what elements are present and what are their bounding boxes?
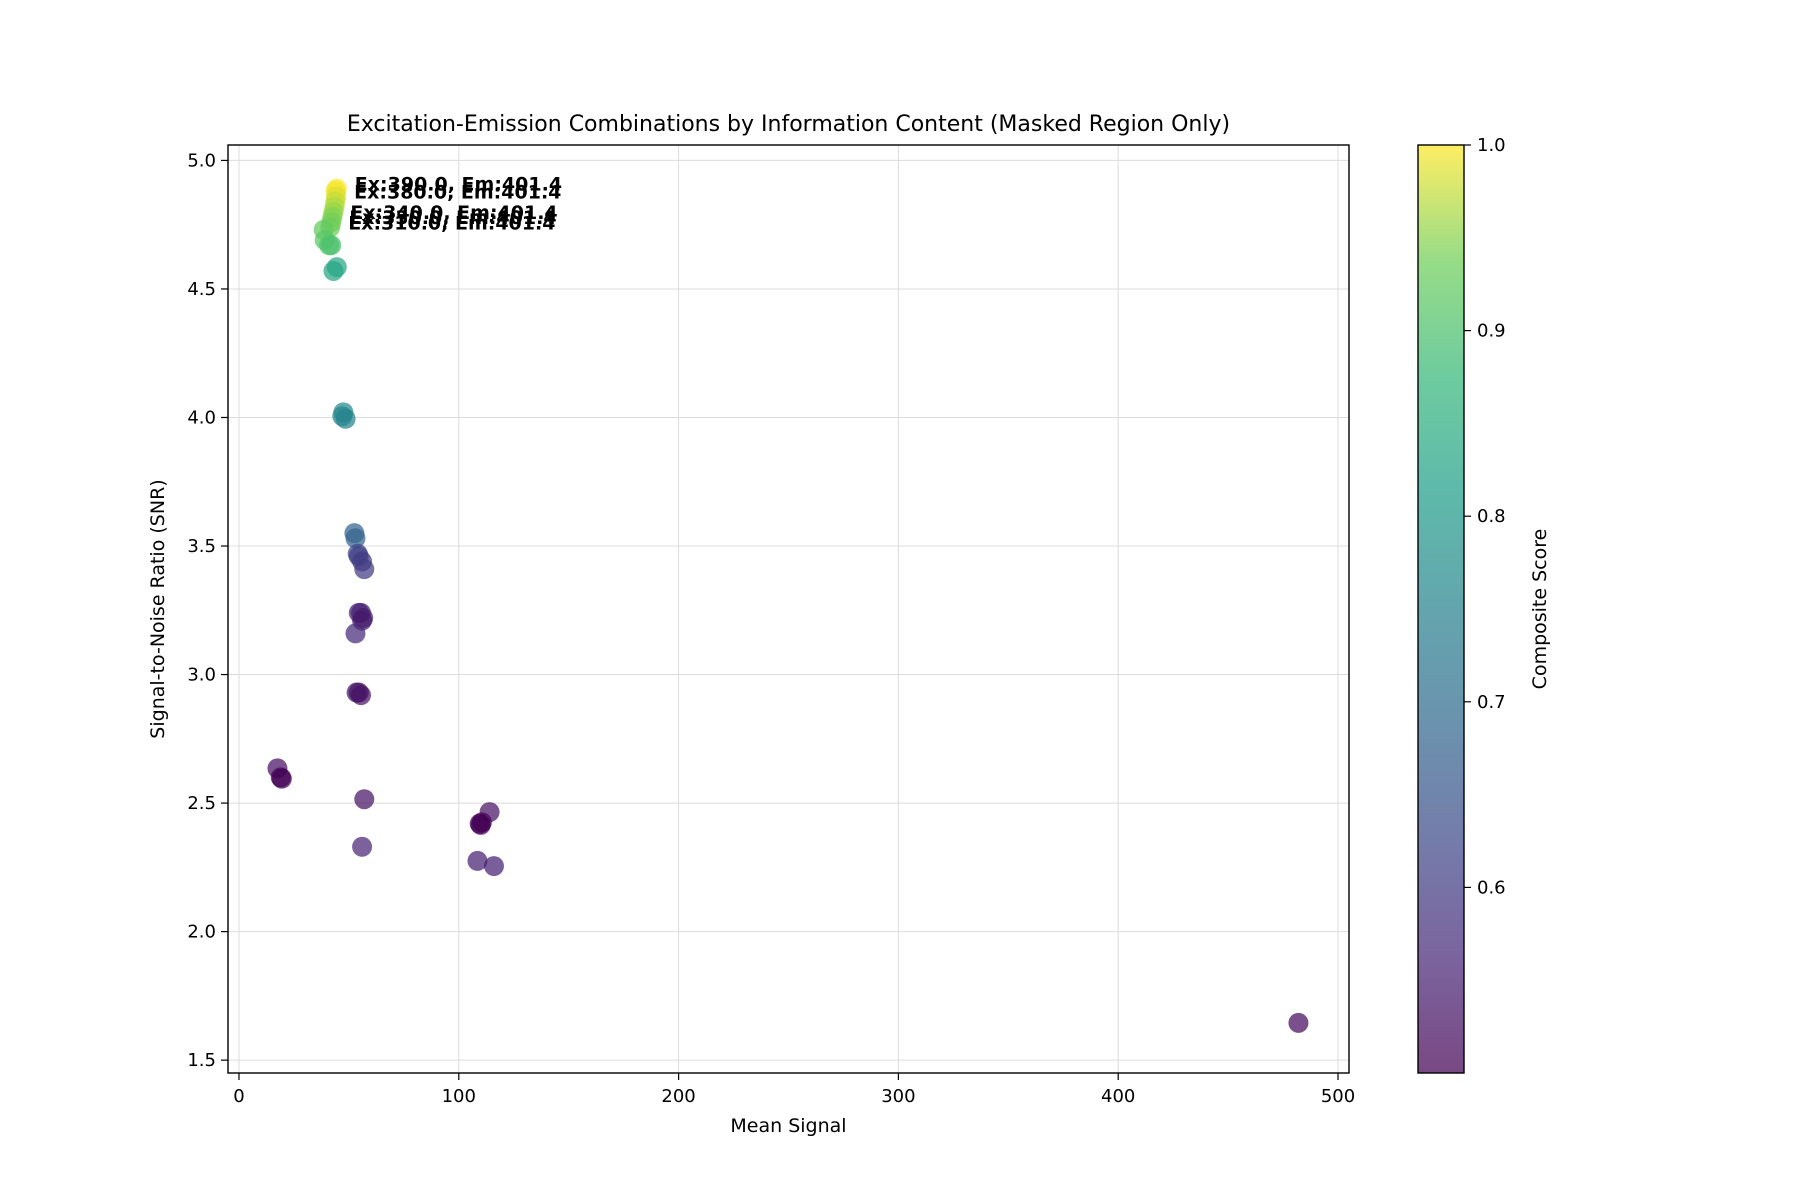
y-tick-label: 3.5 bbox=[187, 536, 216, 557]
x-tick-label: 0 bbox=[233, 1086, 244, 1107]
colorbar-tick-label: 0.8 bbox=[1477, 506, 1506, 527]
y-tick-label: 3.0 bbox=[187, 665, 216, 686]
colorbar-tick-label: 0.9 bbox=[1477, 321, 1506, 342]
scatter-point bbox=[345, 623, 366, 644]
data-points bbox=[267, 178, 1309, 1033]
scatter-point bbox=[1288, 1012, 1309, 1033]
point-annotation: Ex:310.0, Em:401.4 bbox=[348, 212, 555, 234]
point-annotation: Ex:390.0, Em:401.4 bbox=[355, 174, 562, 196]
scatter-point bbox=[335, 408, 356, 429]
colorbar-gradient bbox=[1418, 145, 1464, 1073]
x-tick-label: 100 bbox=[442, 1086, 476, 1107]
scatter-point bbox=[321, 235, 342, 256]
colorbar-label: Composite Score bbox=[1529, 529, 1551, 690]
x-axis-label: Mean Signal bbox=[730, 1115, 846, 1137]
colorbar-tick-label: 0.7 bbox=[1477, 692, 1506, 713]
y-axis-ticks: 1.5 2.0 2.5 3.0 3.5 4.0 4.5 5.0 bbox=[187, 150, 228, 1071]
scatter-point bbox=[354, 789, 375, 810]
chart-title: Excitation-Emission Combinations by Info… bbox=[347, 112, 1230, 137]
y-tick-label: 1.5 bbox=[187, 1050, 216, 1071]
scatter-point bbox=[345, 528, 366, 549]
colorbar-tick-label: 1.0 bbox=[1477, 135, 1506, 156]
x-tick-label: 300 bbox=[881, 1086, 915, 1107]
colorbar-tick-label: 0.6 bbox=[1477, 877, 1506, 898]
scatter-point bbox=[323, 260, 344, 281]
y-tick-label: 4.0 bbox=[187, 407, 216, 428]
plot-frame bbox=[227, 144, 1350, 1074]
y-tick-label: 2.0 bbox=[187, 922, 216, 943]
x-tick-label: 400 bbox=[1101, 1086, 1135, 1107]
colorbar-ticks: 0.6 0.7 0.8 0.9 1.0 bbox=[1464, 135, 1506, 898]
scatter-point bbox=[470, 814, 491, 835]
scatter-point bbox=[271, 768, 292, 789]
x-tick-label: 200 bbox=[661, 1086, 695, 1107]
grid bbox=[228, 145, 1349, 1073]
y-tick-label: 2.5 bbox=[187, 793, 216, 814]
y-tick-label: 4.5 bbox=[187, 279, 216, 300]
x-tick-label: 500 bbox=[1321, 1086, 1355, 1107]
x-axis-ticks: 0 100 200 300 400 500 bbox=[233, 1073, 1355, 1107]
colorbar-frame bbox=[1417, 144, 1465, 1074]
scatter-point bbox=[467, 850, 488, 871]
scatter-point bbox=[350, 685, 371, 706]
scatter-point bbox=[352, 836, 373, 857]
point-annotations: Ex:390.0, Em:401.4Ex:380.0, Em:401.4Ex:3… bbox=[348, 174, 562, 235]
scatter-point bbox=[483, 856, 504, 877]
y-axis-label: Signal-to-Noise Ratio (SNR) bbox=[147, 479, 169, 738]
point-annotation: Ex:380.0, Em:401.4 bbox=[354, 181, 561, 203]
point-annotation: Ex:340.0, Em:401.4 bbox=[350, 202, 557, 224]
scatter-point bbox=[354, 559, 375, 580]
y-tick-label: 5.0 bbox=[187, 150, 216, 171]
colorbar: 0.6 0.7 0.8 0.9 1.0 Composite Score bbox=[1417, 135, 1551, 1074]
point-annotation: Ex:330.0, Em:401.4 bbox=[349, 207, 556, 229]
